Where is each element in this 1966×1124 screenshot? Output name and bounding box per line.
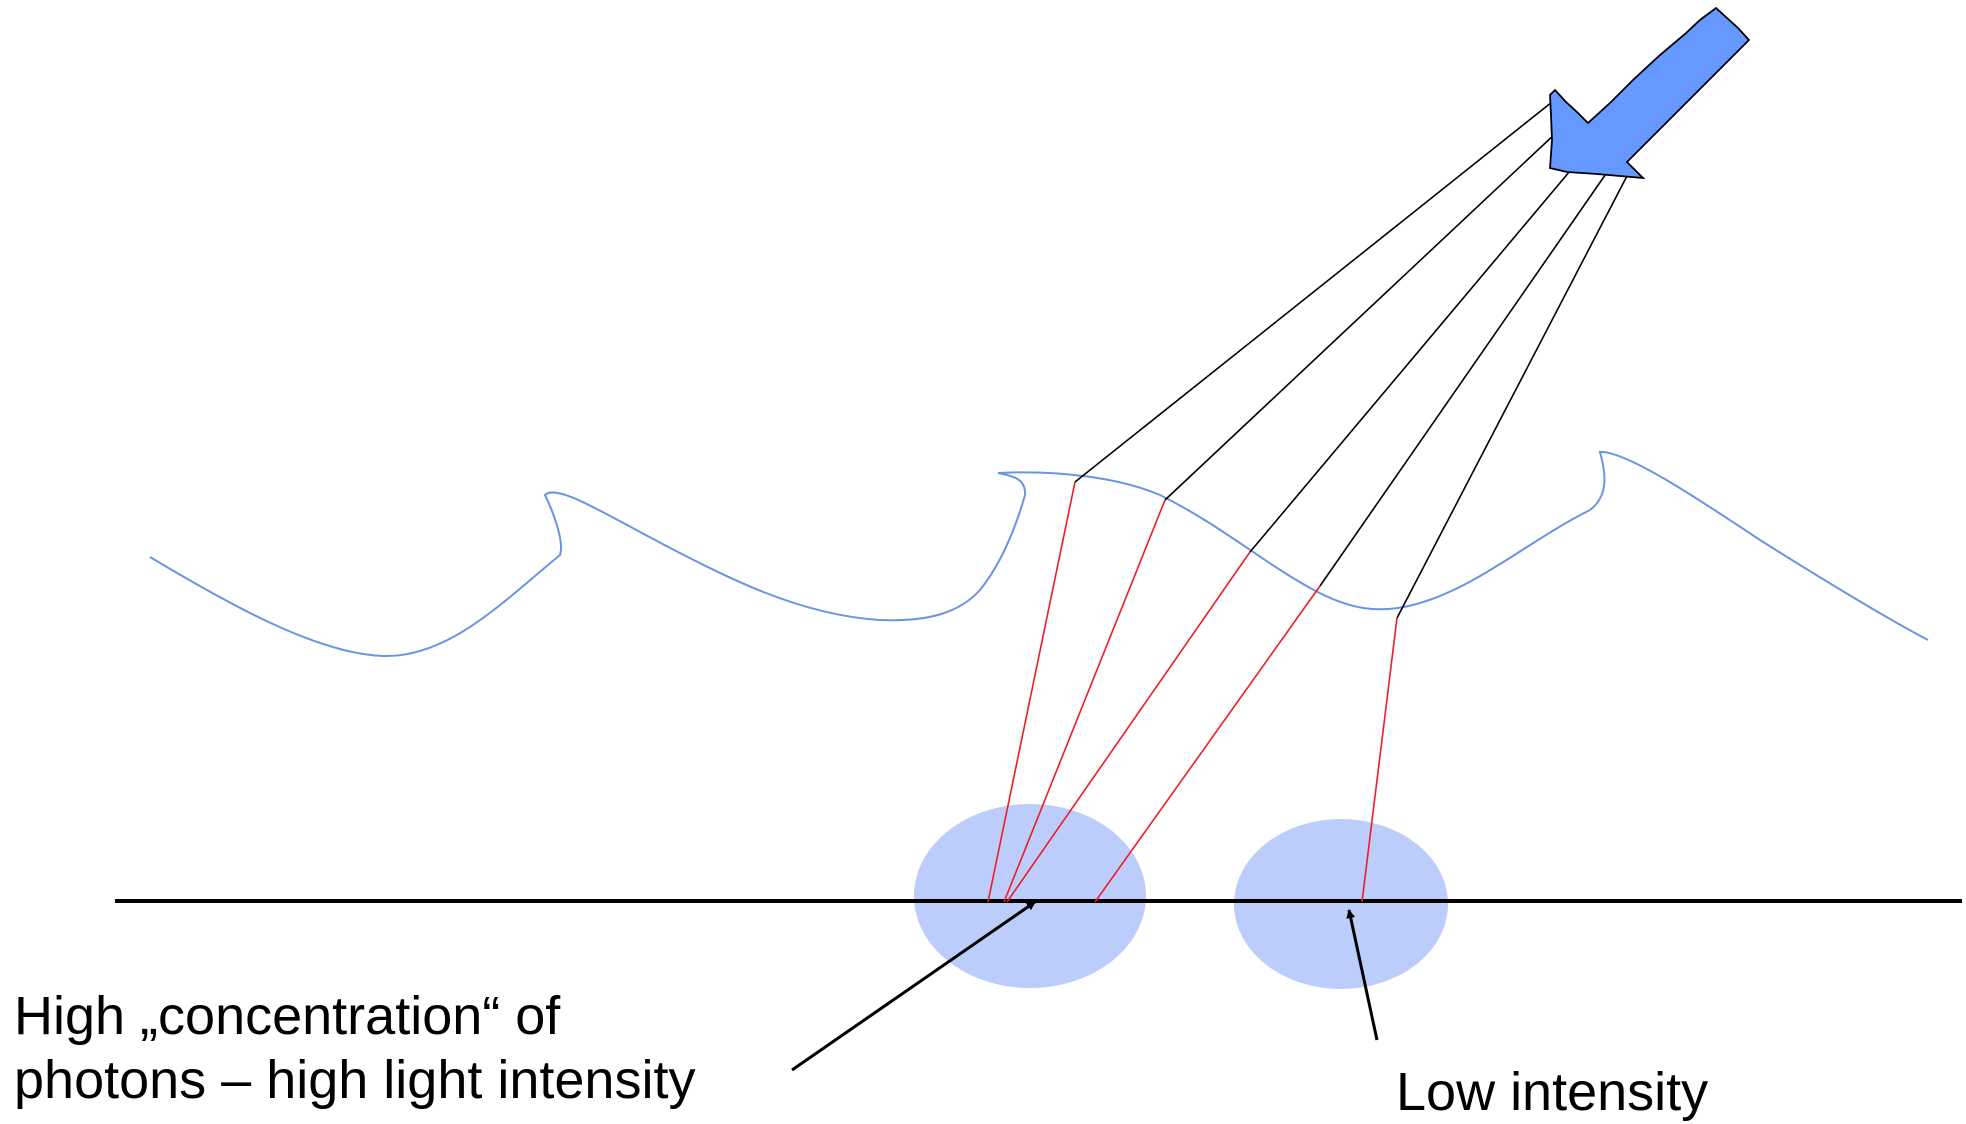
refracted-ray — [1361, 617, 1398, 903]
arrow-down-left-icon — [1549, 6, 1751, 180]
pointer-arrow-icon — [791, 900, 1036, 1072]
incident-ray — [1164, 131, 1558, 501]
water-surface — [149, 450, 1929, 658]
low-intensity-spot — [1234, 819, 1448, 989]
refracted-ray — [1003, 499, 1166, 903]
incident-ray — [1074, 101, 1553, 483]
incident-rays — [1074, 101, 1628, 619]
high-intensity-label-line1: High „concentration“ of — [14, 986, 561, 1046]
high-intensity-spot — [914, 804, 1146, 988]
low-intensity-label: Low intensity — [1396, 1062, 1709, 1122]
refracted-rays — [987, 481, 1398, 903]
high-intensity-label-line2: photons – high light intensity — [14, 1050, 696, 1110]
incident-ray — [1396, 175, 1628, 619]
incident-ray — [1319, 167, 1611, 587]
pointer-arrow-icon — [1346, 909, 1379, 1041]
refracted-ray — [987, 481, 1076, 903]
incident-ray — [1249, 164, 1576, 553]
high-intensity-label: High „concentration“ of photons – high l… — [14, 984, 695, 1112]
refracted-ray — [1006, 551, 1251, 903]
refracted-ray — [1094, 585, 1321, 903]
